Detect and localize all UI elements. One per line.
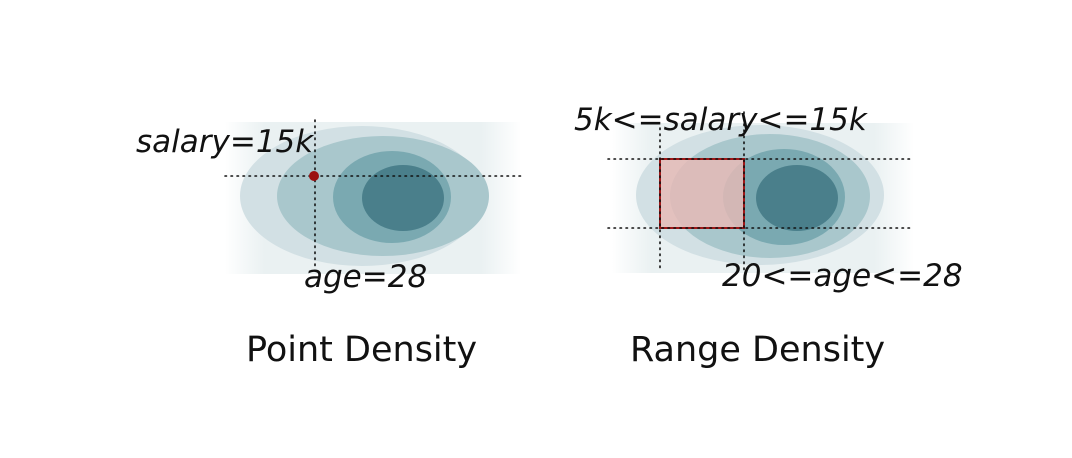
salary-label: salary=15k [136, 124, 314, 160]
query-point-marker [309, 171, 319, 181]
range-density-caption: Range Density [630, 330, 885, 370]
age-label: age=28 [304, 259, 427, 295]
range-density-panel: 5k<=salary<=15k 20<=age<=28 Range Densit… [574, 102, 963, 370]
density-level-4 [362, 165, 444, 231]
density-level-4 [756, 165, 838, 231]
range-density-contour [612, 123, 914, 273]
point-density-panel: salary=15k age=28 Point Density [136, 119, 522, 370]
point-density-contour [225, 122, 521, 274]
age-range-label: 20<=age<=28 [722, 258, 963, 294]
point-density-caption: Point Density [246, 330, 477, 370]
query-range-box [659, 158, 745, 229]
salary-range-label: 5k<=salary<=15k [574, 102, 868, 138]
